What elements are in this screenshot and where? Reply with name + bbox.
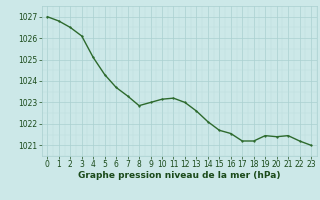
X-axis label: Graphe pression niveau de la mer (hPa): Graphe pression niveau de la mer (hPa) xyxy=(78,171,280,180)
